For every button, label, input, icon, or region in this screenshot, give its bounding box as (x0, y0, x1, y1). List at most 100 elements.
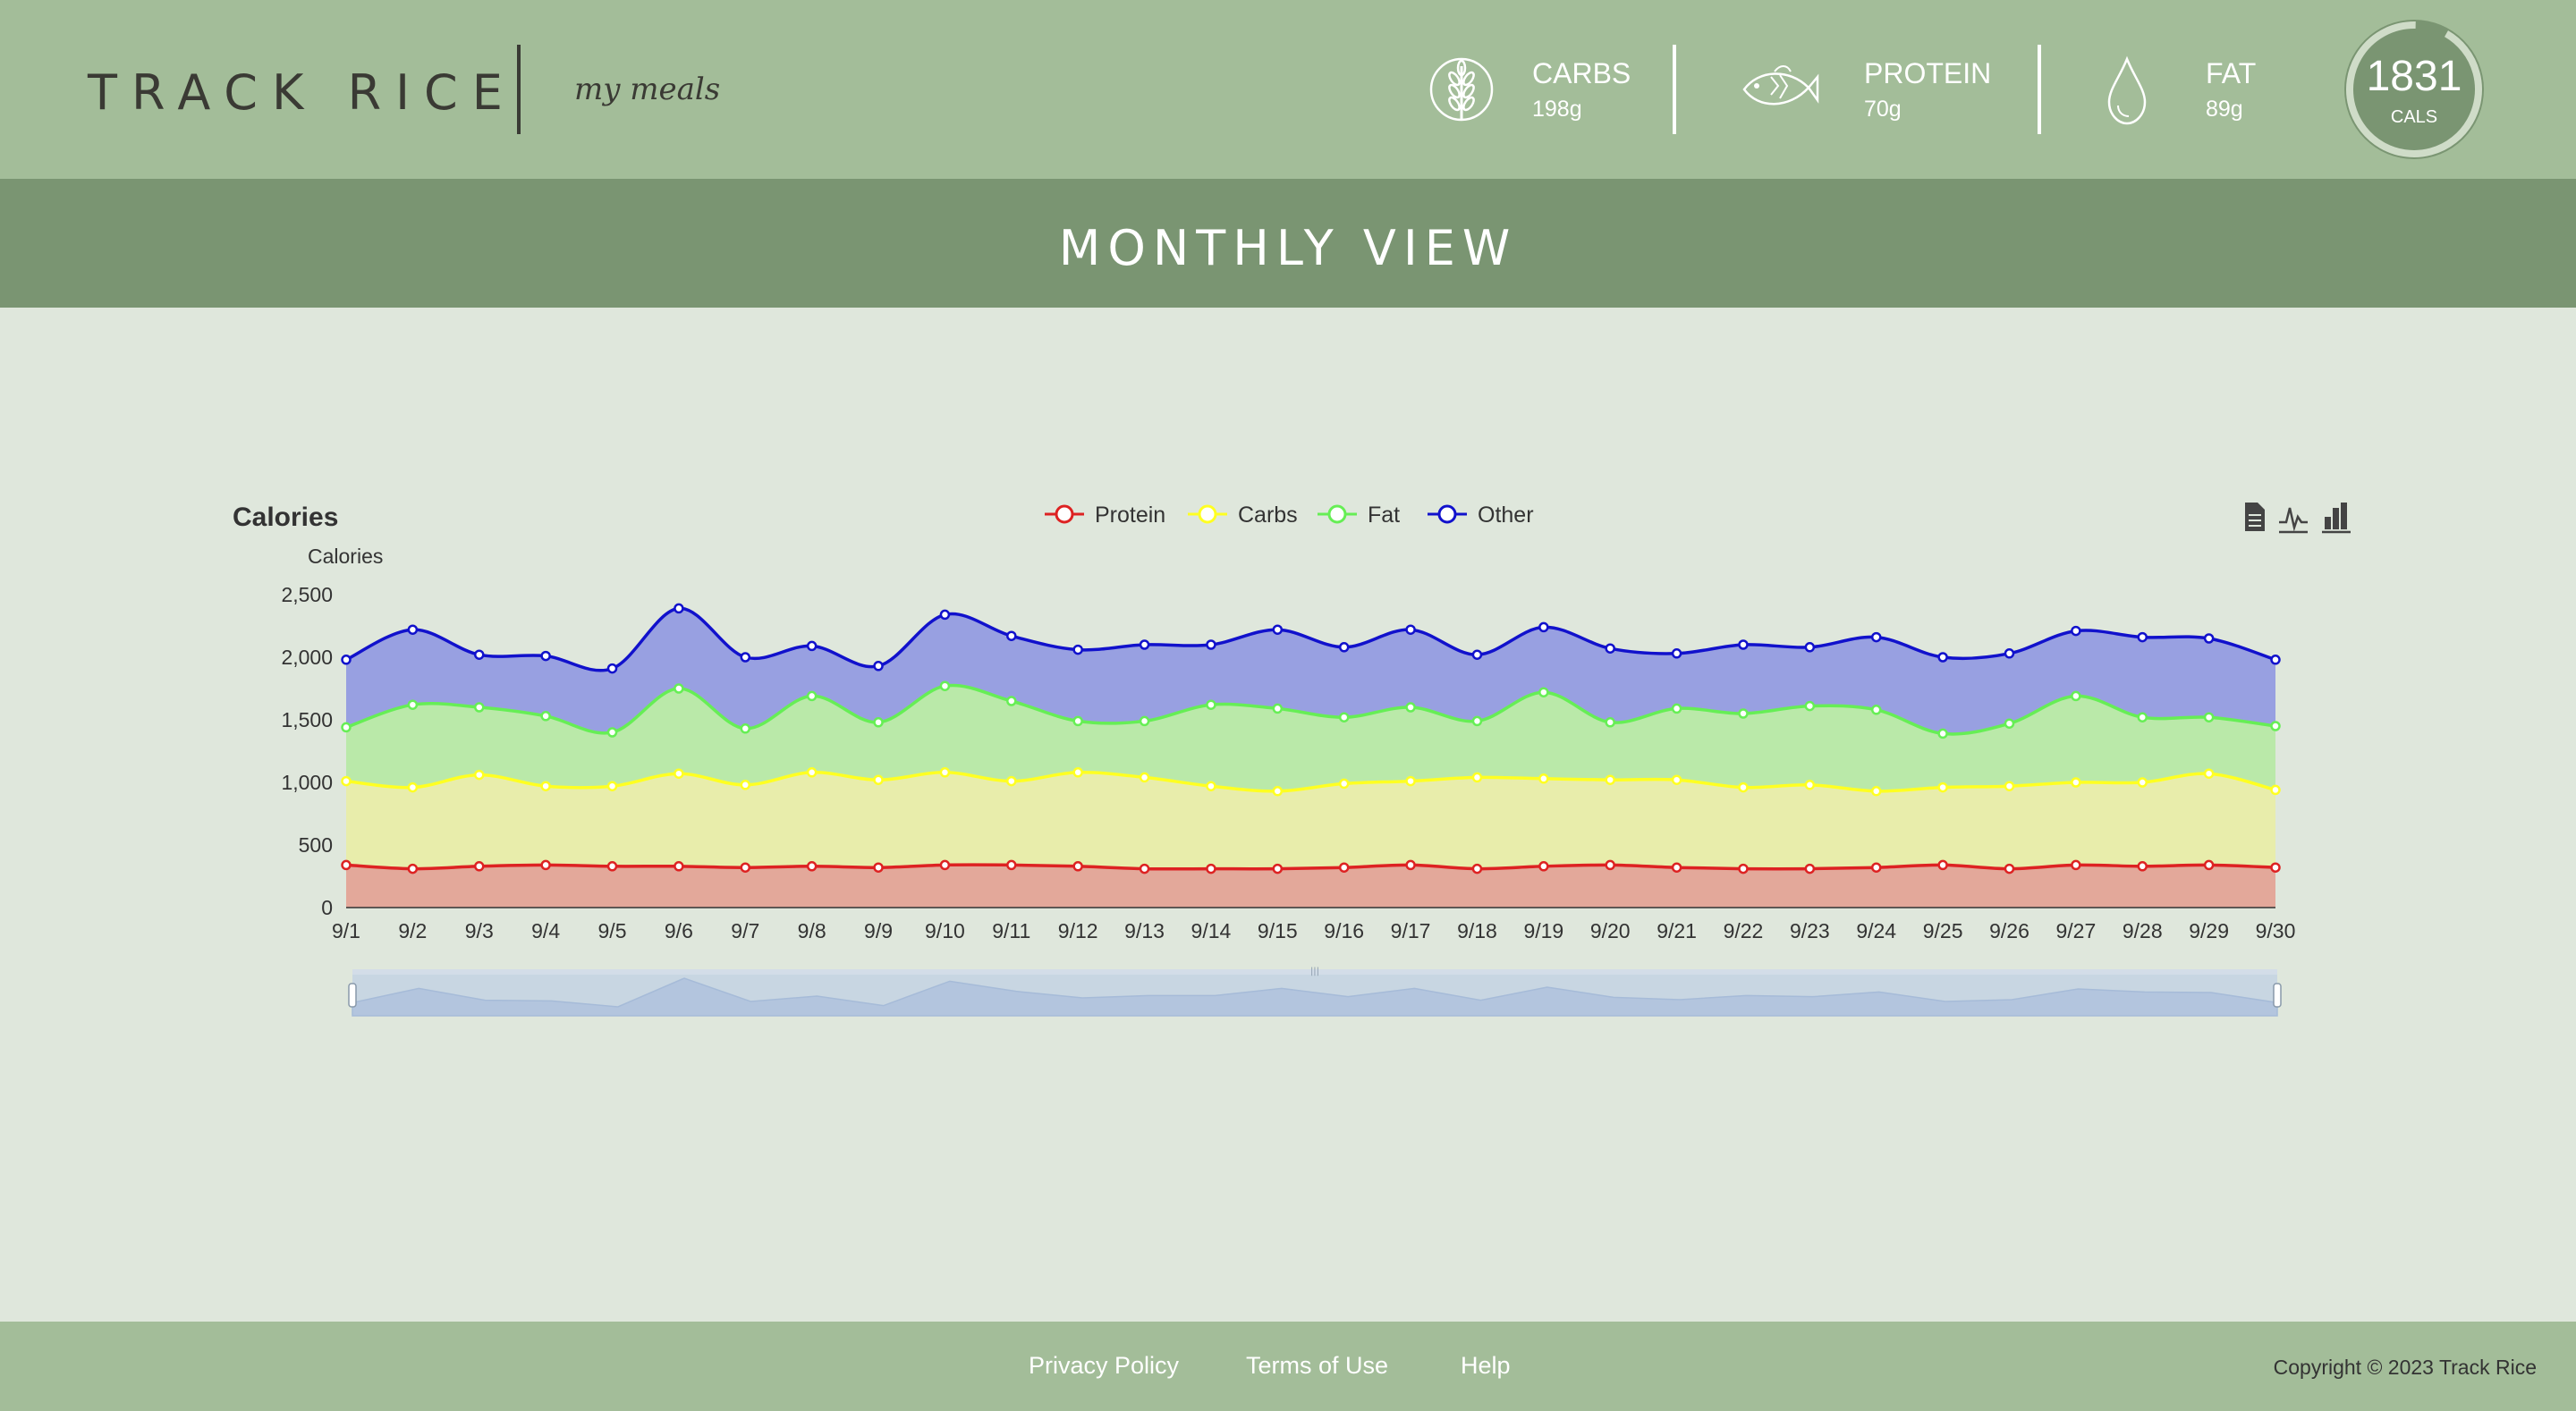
point-protein[interactable] (1206, 863, 1216, 874)
privacy-policy-link[interactable]: Privacy Policy (1029, 1352, 1180, 1379)
point-fat[interactable] (806, 690, 818, 702)
point-protein[interactable] (674, 861, 684, 872)
point-carbs[interactable] (1605, 774, 1615, 785)
point-carbs[interactable] (939, 767, 951, 778)
point-fat[interactable] (1272, 703, 1284, 714)
point-protein[interactable] (341, 859, 352, 871)
point-other[interactable] (606, 663, 618, 674)
point-protein[interactable] (1338, 862, 1350, 873)
zoom-handle-start[interactable] (348, 983, 357, 1008)
point-fat[interactable] (740, 723, 751, 734)
point-fat[interactable] (1937, 728, 1948, 739)
point-fat[interactable] (2270, 721, 2281, 731)
point-other[interactable] (2203, 633, 2215, 644)
zoom-grip-icon[interactable]: ||| (1310, 967, 1319, 976)
point-fat[interactable] (1006, 696, 1017, 706)
point-fat[interactable] (407, 699, 419, 710)
point-protein[interactable] (1804, 863, 1816, 874)
point-protein[interactable] (1471, 863, 1483, 874)
point-carbs[interactable] (806, 767, 818, 778)
point-carbs[interactable] (1671, 774, 1682, 785)
point-other[interactable] (341, 655, 352, 665)
point-carbs[interactable] (2270, 784, 2281, 796)
point-protein[interactable] (2270, 862, 2281, 873)
point-carbs[interactable] (1272, 786, 1284, 797)
point-protein[interactable] (1272, 863, 1284, 874)
point-carbs[interactable] (1206, 781, 1216, 791)
point-other[interactable] (1072, 644, 1083, 655)
point-fat[interactable] (606, 727, 618, 738)
point-other[interactable] (1206, 639, 1216, 650)
point-fat[interactable] (1804, 700, 1816, 712)
point-fat[interactable] (939, 680, 951, 691)
point-carbs[interactable] (2004, 781, 2015, 791)
point-protein[interactable] (2137, 861, 2148, 872)
point-carbs[interactable] (474, 769, 485, 781)
point-other[interactable] (939, 609, 951, 621)
point-carbs[interactable] (740, 780, 751, 790)
point-fat[interactable] (873, 717, 884, 728)
point-protein[interactable] (407, 863, 419, 874)
point-fat[interactable] (2004, 718, 2015, 729)
point-protein[interactable] (606, 861, 618, 872)
point-carbs[interactable] (606, 781, 618, 791)
point-fat[interactable] (540, 711, 551, 722)
point-other[interactable] (1804, 642, 1816, 653)
point-carbs[interactable] (1937, 782, 1948, 793)
point-carbs[interactable] (1072, 767, 1083, 778)
point-carbs[interactable] (1405, 775, 1416, 787)
point-other[interactable] (1139, 639, 1150, 650)
point-protein[interactable] (1538, 861, 1549, 872)
point-other[interactable] (1671, 648, 1682, 659)
point-protein[interactable] (1605, 859, 1615, 871)
point-carbs[interactable] (873, 774, 884, 785)
point-fat[interactable] (474, 702, 485, 713)
point-other[interactable] (1738, 639, 1749, 650)
point-carbs[interactable] (1738, 782, 1749, 793)
point-fat[interactable] (1139, 715, 1150, 727)
point-other[interactable] (1605, 643, 1615, 654)
point-fat[interactable] (1538, 687, 1549, 697)
point-other[interactable] (1471, 649, 1483, 660)
point-fat[interactable] (1605, 717, 1615, 728)
point-carbs[interactable] (2137, 777, 2148, 788)
point-other[interactable] (474, 649, 485, 660)
point-other[interactable] (806, 640, 818, 652)
point-carbs[interactable] (2203, 768, 2215, 779)
point-fat[interactable] (1206, 699, 1216, 710)
point-protein[interactable] (1139, 863, 1150, 874)
point-protein[interactable] (474, 861, 485, 872)
point-other[interactable] (2270, 655, 2281, 665)
point-carbs[interactable] (1804, 780, 1816, 790)
point-fat[interactable] (1072, 715, 1083, 727)
point-fat[interactable] (674, 683, 684, 694)
bar-chart-icon[interactable] (2320, 499, 2352, 535)
point-other[interactable] (1937, 652, 1948, 663)
point-other[interactable] (740, 652, 751, 663)
point-other[interactable] (1006, 630, 1017, 641)
point-carbs[interactable] (1006, 775, 1017, 787)
terms-of-use-link[interactable]: Terms of Use (1246, 1352, 1389, 1379)
point-fat[interactable] (1405, 702, 1416, 713)
point-other[interactable] (2004, 648, 2015, 659)
point-carbs[interactable] (1471, 772, 1483, 783)
point-protein[interactable] (2004, 863, 2015, 874)
point-protein[interactable] (1405, 859, 1416, 871)
zoom-move-bar[interactable] (352, 969, 2277, 975)
point-protein[interactable] (1870, 862, 1882, 873)
point-other[interactable] (2137, 631, 2148, 643)
point-protein[interactable] (1738, 863, 1749, 874)
point-carbs[interactable] (2071, 777, 2081, 788)
point-protein[interactable] (1671, 862, 1682, 873)
point-protein[interactable] (873, 862, 884, 873)
point-other[interactable] (1538, 621, 1549, 633)
point-fat[interactable] (1671, 703, 1682, 714)
point-fat[interactable] (2071, 690, 2081, 702)
point-fat[interactable] (2203, 712, 2215, 722)
point-carbs[interactable] (1338, 778, 1350, 790)
point-protein[interactable] (2203, 859, 2215, 871)
point-fat[interactable] (1738, 708, 1749, 719)
point-protein[interactable] (806, 861, 818, 872)
point-fat[interactable] (1338, 712, 1350, 722)
point-protein[interactable] (939, 859, 951, 871)
